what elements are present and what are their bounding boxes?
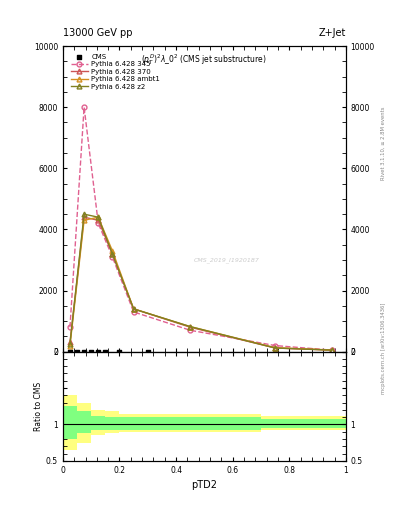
Pythia 6.428 370 bbox=[110, 251, 115, 257]
Text: $(p_T^D)^2\lambda\_0^2$ (CMS jet substructure): $(p_T^D)^2\lambda\_0^2$ (CMS jet substru… bbox=[141, 52, 267, 67]
Pythia 6.428 ambt1 bbox=[273, 345, 277, 351]
Pythia 6.428 z2 bbox=[96, 214, 101, 220]
Pythia 6.428 370 bbox=[96, 217, 101, 223]
Pythia 6.428 345 bbox=[273, 343, 277, 349]
Line: Pythia 6.428 370: Pythia 6.428 370 bbox=[68, 215, 334, 353]
Pythia 6.428 345 bbox=[110, 254, 115, 260]
Pythia 6.428 370 bbox=[188, 324, 193, 330]
Line: Pythia 6.428 345: Pythia 6.428 345 bbox=[68, 105, 334, 353]
Pythia 6.428 345 bbox=[329, 347, 334, 353]
Pythia 6.428 370 bbox=[273, 345, 277, 351]
Text: mcplots.cern.ch [arXiv:1306.3436]: mcplots.cern.ch [arXiv:1306.3436] bbox=[381, 303, 386, 394]
CMS bbox=[116, 348, 123, 356]
CMS bbox=[88, 348, 94, 356]
Pythia 6.428 ambt1 bbox=[68, 343, 72, 349]
Pythia 6.428 ambt1 bbox=[188, 324, 193, 330]
Pythia 6.428 z2 bbox=[110, 251, 115, 257]
Pythia 6.428 z2 bbox=[82, 211, 86, 217]
Pythia 6.428 345 bbox=[82, 104, 86, 110]
Pythia 6.428 z2 bbox=[188, 324, 193, 330]
CMS bbox=[74, 348, 80, 356]
CMS bbox=[67, 348, 73, 356]
CMS bbox=[95, 348, 101, 356]
Pythia 6.428 ambt1 bbox=[110, 248, 115, 254]
Pythia 6.428 ambt1 bbox=[82, 217, 86, 223]
Pythia 6.428 z2 bbox=[68, 341, 72, 347]
Text: Z+Jet: Z+Jet bbox=[318, 28, 346, 38]
Pythia 6.428 z2 bbox=[273, 345, 277, 351]
Pythia 6.428 370 bbox=[82, 214, 86, 220]
X-axis label: pTD2: pTD2 bbox=[191, 480, 217, 490]
CMS bbox=[145, 348, 151, 356]
Pythia 6.428 ambt1 bbox=[131, 306, 136, 312]
CMS bbox=[102, 348, 108, 356]
Text: Rivet 3.1.10, ≥ 2.8M events: Rivet 3.1.10, ≥ 2.8M events bbox=[381, 106, 386, 180]
Y-axis label: Ratio to CMS: Ratio to CMS bbox=[34, 381, 43, 431]
Pythia 6.428 345 bbox=[131, 309, 136, 315]
Text: 13000 GeV pp: 13000 GeV pp bbox=[63, 28, 132, 38]
Pythia 6.428 370 bbox=[68, 339, 72, 346]
Legend: CMS, Pythia 6.428 345, Pythia 6.428 370, Pythia 6.428 ambt1, Pythia 6.428 z2: CMS, Pythia 6.428 345, Pythia 6.428 370,… bbox=[69, 53, 162, 91]
Line: Pythia 6.428 z2: Pythia 6.428 z2 bbox=[68, 212, 334, 353]
Pythia 6.428 370 bbox=[329, 347, 334, 353]
Pythia 6.428 ambt1 bbox=[96, 214, 101, 220]
Pythia 6.428 z2 bbox=[329, 347, 334, 353]
Pythia 6.428 345 bbox=[96, 220, 101, 226]
Pythia 6.428 370 bbox=[131, 306, 136, 312]
Pythia 6.428 345 bbox=[68, 324, 72, 330]
Text: CMS_2019_I1920187: CMS_2019_I1920187 bbox=[194, 257, 260, 263]
Pythia 6.428 345 bbox=[188, 327, 193, 333]
Pythia 6.428 z2 bbox=[131, 306, 136, 312]
Pythia 6.428 ambt1 bbox=[329, 347, 334, 353]
Line: Pythia 6.428 ambt1: Pythia 6.428 ambt1 bbox=[68, 215, 334, 352]
CMS bbox=[81, 348, 87, 356]
